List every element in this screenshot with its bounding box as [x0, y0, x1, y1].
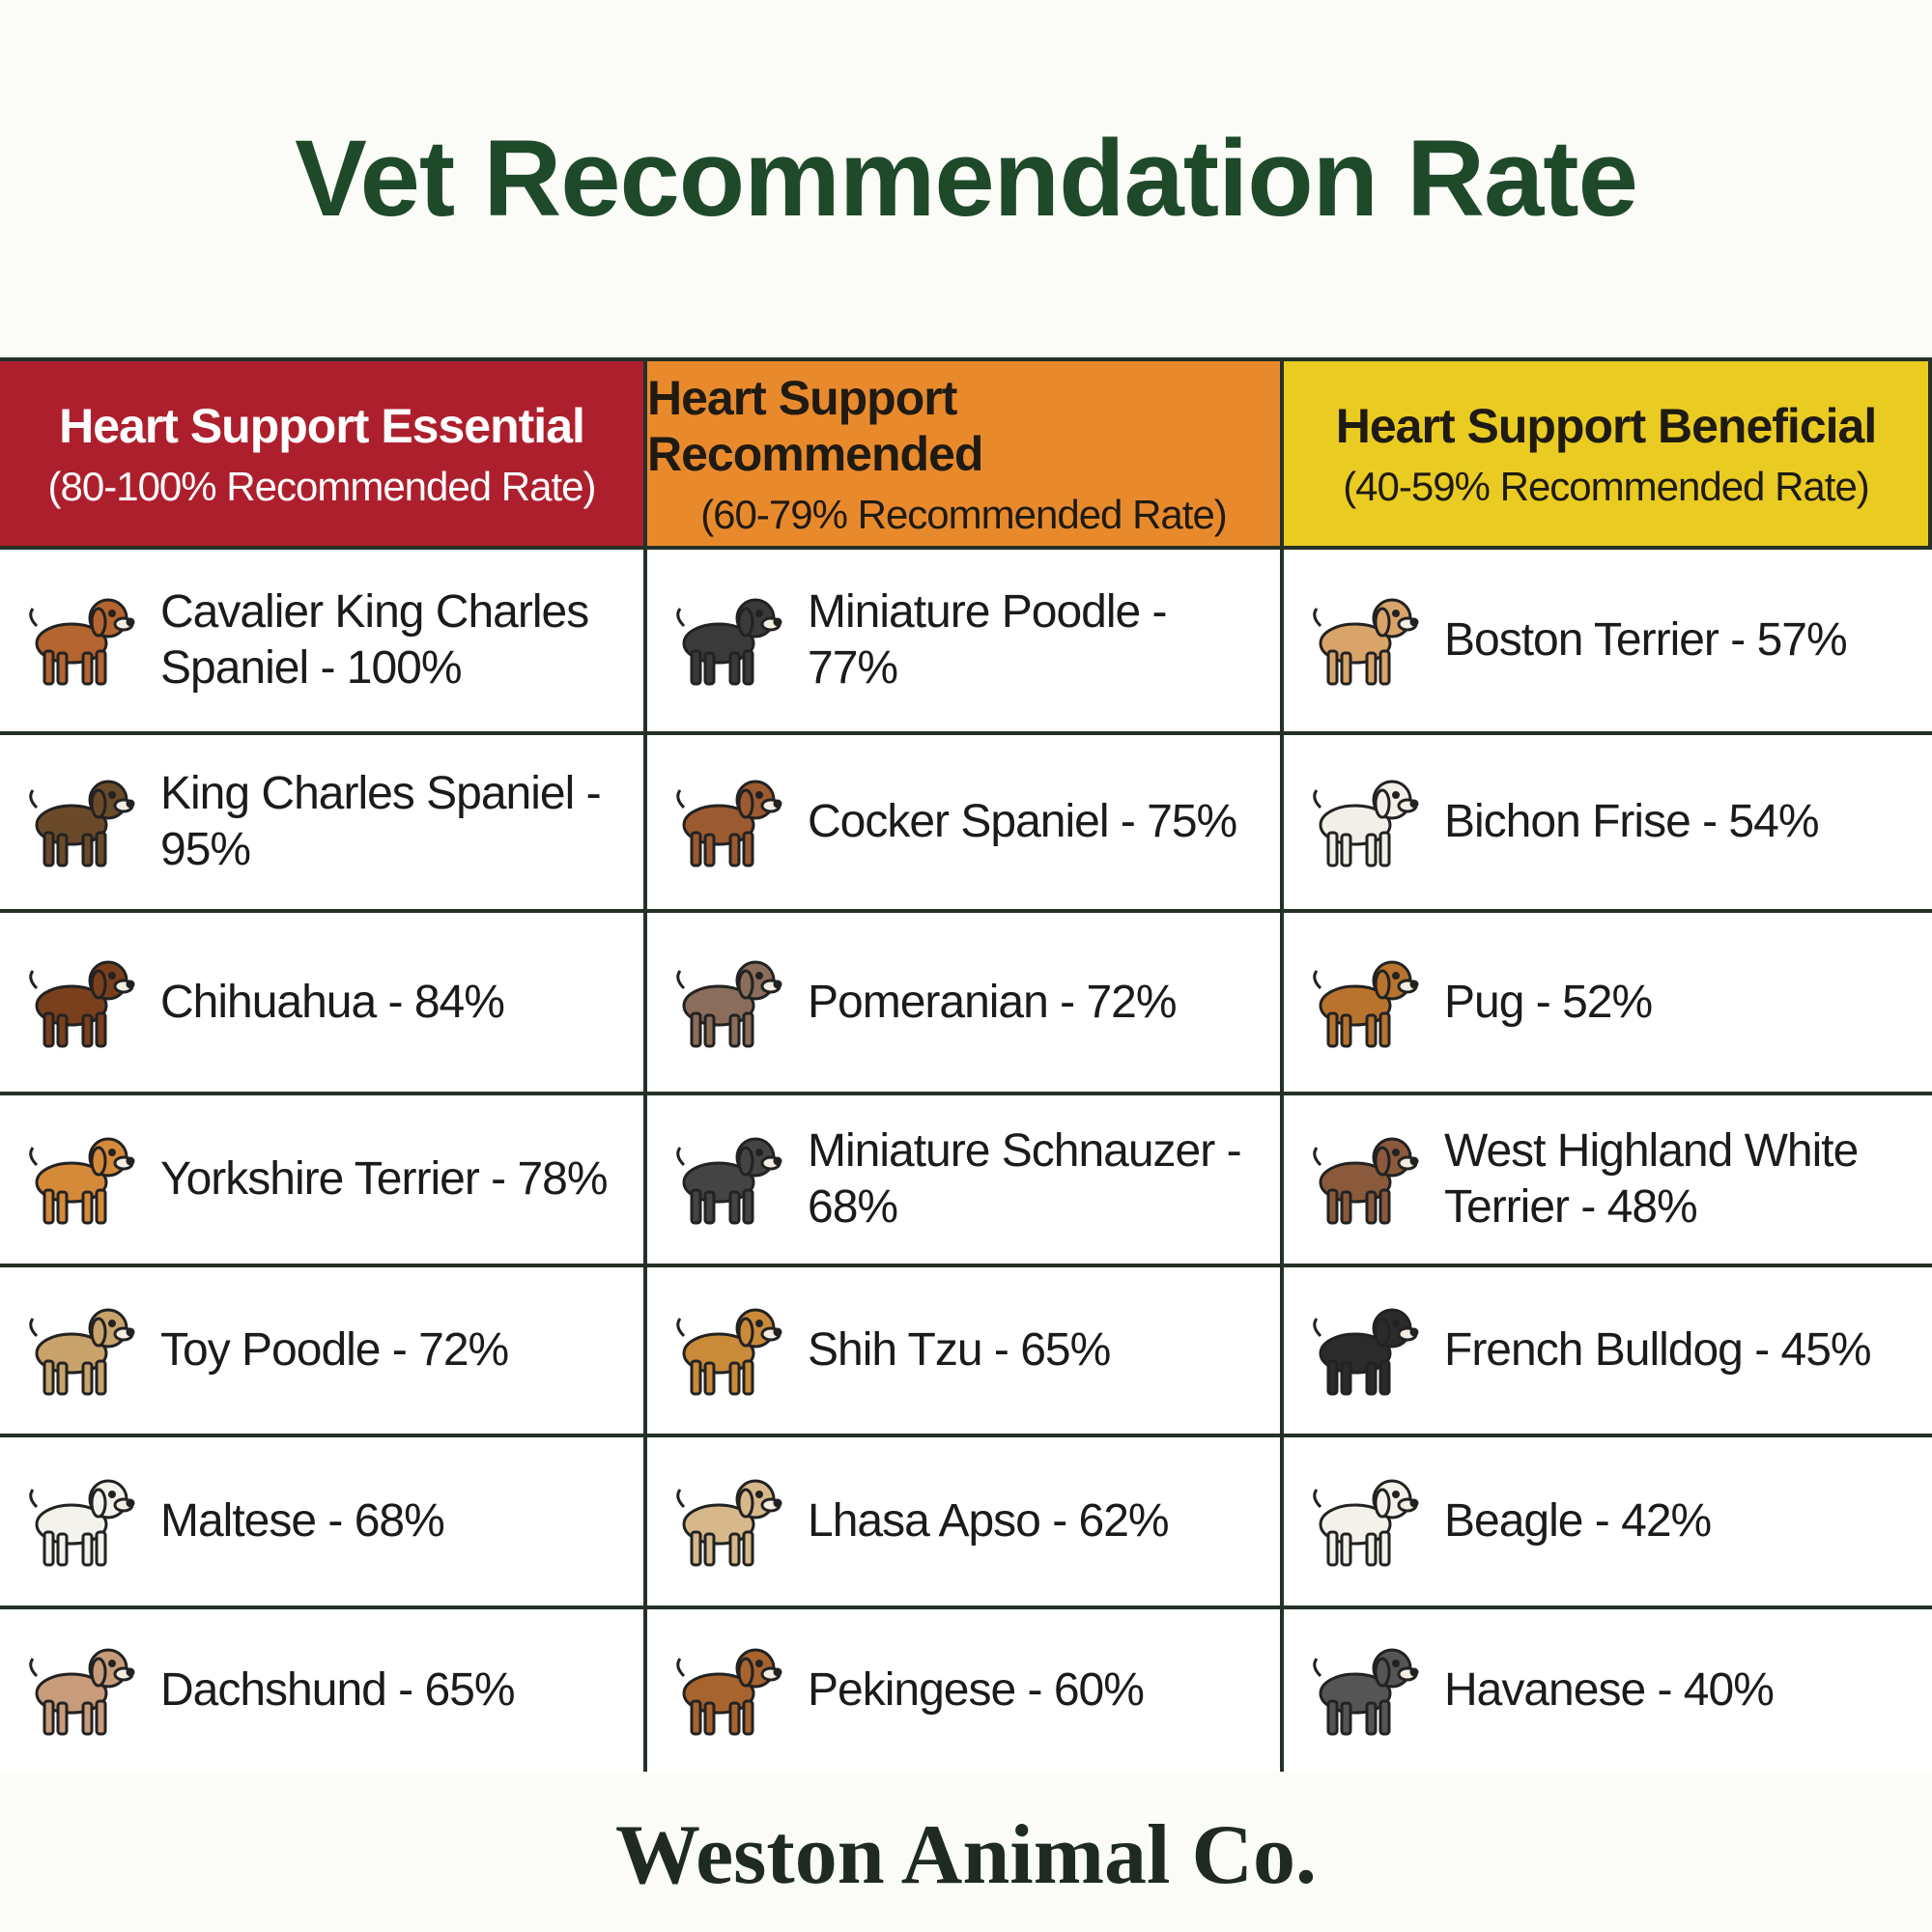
dog-icon [29, 598, 135, 686]
breed-label: Havanese - 40% [1444, 1664, 1775, 1717]
dog-icon [1313, 1308, 1419, 1396]
breed-cell: Pug - 52% [1284, 909, 1932, 1092]
breed-cell: Dachshund - 65% [0, 1605, 647, 1772]
breed-table: Heart Support Essential (80-100% Recommen… [0, 357, 1932, 1772]
breed-label: Cavalier King Charles Spaniel - 100% [160, 586, 589, 694]
dog-icon [29, 1137, 135, 1225]
breed-cell: Lhasa Apso - 62% [647, 1434, 1284, 1605]
breed-label: West Highland White Terrier - 48% [1444, 1125, 1859, 1233]
breed-label: Cocker Spaniel - 75% [808, 796, 1237, 848]
breed-label: French Bulldog - 45% [1444, 1324, 1872, 1377]
breed-cell: Cavalier King Charles Spaniel - 100% [0, 546, 647, 731]
column-subtitle: (40-59% Recommended Rate) [1343, 463, 1870, 509]
breed-cell: West Highland White Terrier - 48% [1284, 1092, 1932, 1264]
breed-label: Boston Terrier - 57% [1444, 614, 1848, 667]
breed-label: Pomeranian - 72% [808, 976, 1178, 1028]
column-subtitle: (60-79% Recommended Rate) [700, 491, 1228, 537]
dog-icon [29, 780, 135, 867]
dog-icon [676, 1648, 782, 1736]
dog-icon [1313, 1479, 1419, 1567]
breed-label: Yorkshire Terrier - 78% [160, 1153, 609, 1206]
breed-label: Pug - 52% [1444, 976, 1653, 1028]
breed-cell: Yorkshire Terrier - 78% [0, 1092, 647, 1264]
dog-icon [29, 1479, 135, 1567]
breed-label: Maltese - 68% [160, 1495, 445, 1548]
breed-cell: Pomeranian - 72% [647, 909, 1284, 1092]
dog-icon [676, 598, 782, 686]
dog-icon [676, 780, 782, 867]
breed-cell: Pekingese - 60% [647, 1605, 1284, 1772]
column-header: Heart Support Essential (80-100% Recommen… [0, 361, 647, 546]
dog-icon [29, 960, 135, 1047]
breed-cell: Shih Tzu - 65% [647, 1264, 1284, 1434]
breed-label: Bichon Frise - 54% [1444, 796, 1819, 848]
breed-label: King Charles Spaniel - 95% [160, 768, 602, 875]
breed-label: Chihuahua - 84% [160, 976, 505, 1028]
breed-cell: King Charles Spaniel - 95% [0, 731, 647, 909]
dog-icon [1313, 598, 1419, 686]
dog-icon [676, 1137, 782, 1225]
breed-label: Toy Poodle - 72% [160, 1324, 509, 1377]
breed-cell: Miniature Schnauzer - 68% [647, 1092, 1284, 1264]
brand: Weston Animal Co. [614, 1808, 1318, 1902]
column-heading: Heart Support Recommended [647, 370, 983, 481]
breed-cell: Miniature Poodle - 77% [647, 546, 1284, 731]
column-header: Heart Support Beneficial (40-59% Recommen… [1284, 361, 1932, 546]
dog-icon [29, 1648, 135, 1736]
breed-label: Dachshund - 65% [160, 1664, 516, 1717]
breed-cell: Chihuahua - 84% [0, 909, 647, 1092]
dog-icon [1313, 1648, 1419, 1736]
dog-icon [676, 1479, 782, 1567]
breed-cell: Maltese - 68% [0, 1434, 647, 1605]
column-header: Heart Support Recommended (60-79% Recomme… [647, 361, 1284, 546]
breed-label: Miniature Schnauzer - 68% [808, 1125, 1242, 1233]
dog-icon [1313, 1137, 1419, 1225]
dog-icon [676, 1308, 782, 1396]
dog-icon [29, 1308, 135, 1396]
breed-label: Lhasa Apso - 62% [808, 1495, 1170, 1548]
breed-cell: Toy Poodle - 72% [0, 1264, 647, 1434]
breed-label: Beagle - 42% [1444, 1495, 1712, 1548]
breed-cell: Havanese - 40% [1284, 1605, 1932, 1772]
title: Vet Recommendation Rate [295, 118, 1638, 239]
dog-icon [1313, 960, 1419, 1047]
dog-icon [1313, 780, 1419, 867]
breed-cell: French Bulldog - 45% [1284, 1264, 1932, 1434]
breed-label: Miniature Poodle - 77% [808, 586, 1168, 694]
breed-cell: Bichon Frise - 54% [1284, 731, 1932, 909]
column-subtitle: (80-100% Recommended Rate) [47, 463, 597, 509]
column-heading: Heart Support Essential [59, 398, 585, 453]
dog-icon [676, 960, 782, 1047]
breed-label: Shih Tzu - 65% [808, 1324, 1111, 1377]
column-heading: Heart Support Beneficial [1335, 398, 1877, 453]
breed-cell: Cocker Spaniel - 75% [647, 731, 1284, 909]
breed-cell: Beagle - 42% [1284, 1434, 1932, 1605]
breed-cell: Boston Terrier - 57% [1284, 546, 1932, 731]
breed-label: Pekingese - 60% [808, 1664, 1145, 1717]
